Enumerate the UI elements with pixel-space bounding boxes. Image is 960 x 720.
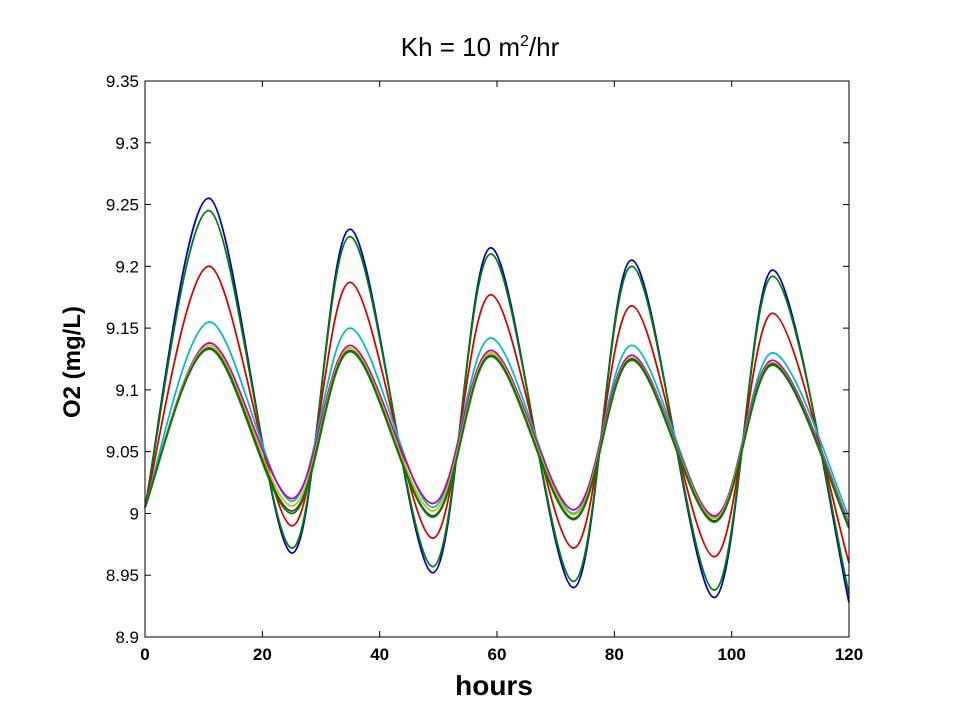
chart-title: Kh = 10 m2/hr: [401, 32, 560, 62]
y-tick-label: 9: [130, 504, 139, 523]
chart-title-main: Kh = 10 m: [401, 32, 520, 62]
y-tick-label: 9.1: [115, 381, 139, 400]
y-tick-label: 8.95: [106, 566, 139, 585]
y-tick-label: 8.9: [115, 628, 139, 647]
chart-title-tail: /hr: [529, 32, 560, 62]
y-tick-label: 9.25: [106, 196, 139, 215]
tick-layer: 0 20 40 60 80 100 120 8.9 8.95 9 9.05 9.1 9.15 9.2 9.2…: [106, 72, 863, 664]
series-layer: [144, 197, 850, 603]
series-line-8: [144, 348, 850, 529]
y-tick-label: 9.05: [106, 443, 139, 462]
x-tick-label: 100: [717, 645, 745, 664]
y-axis-label: O2 (mg/L): [59, 306, 86, 418]
chart-title-superscript: 2: [520, 33, 529, 50]
x-tick-label: 120: [835, 645, 863, 664]
x-tick-label: 40: [370, 645, 389, 664]
y-tick-label: 9.2: [115, 257, 139, 276]
x-tick-label: 20: [253, 645, 272, 664]
x-tick-label: 60: [488, 645, 507, 664]
y-tick-label: 9.15: [106, 319, 139, 338]
y-tick-label: 9.35: [106, 72, 139, 91]
plot-frame: [144, 80, 850, 638]
x-axis-label: hours: [455, 670, 533, 701]
y-tick-label: 9.3: [115, 134, 139, 153]
x-tick-label: 0: [140, 645, 149, 664]
x-tick-label: 80: [605, 645, 624, 664]
